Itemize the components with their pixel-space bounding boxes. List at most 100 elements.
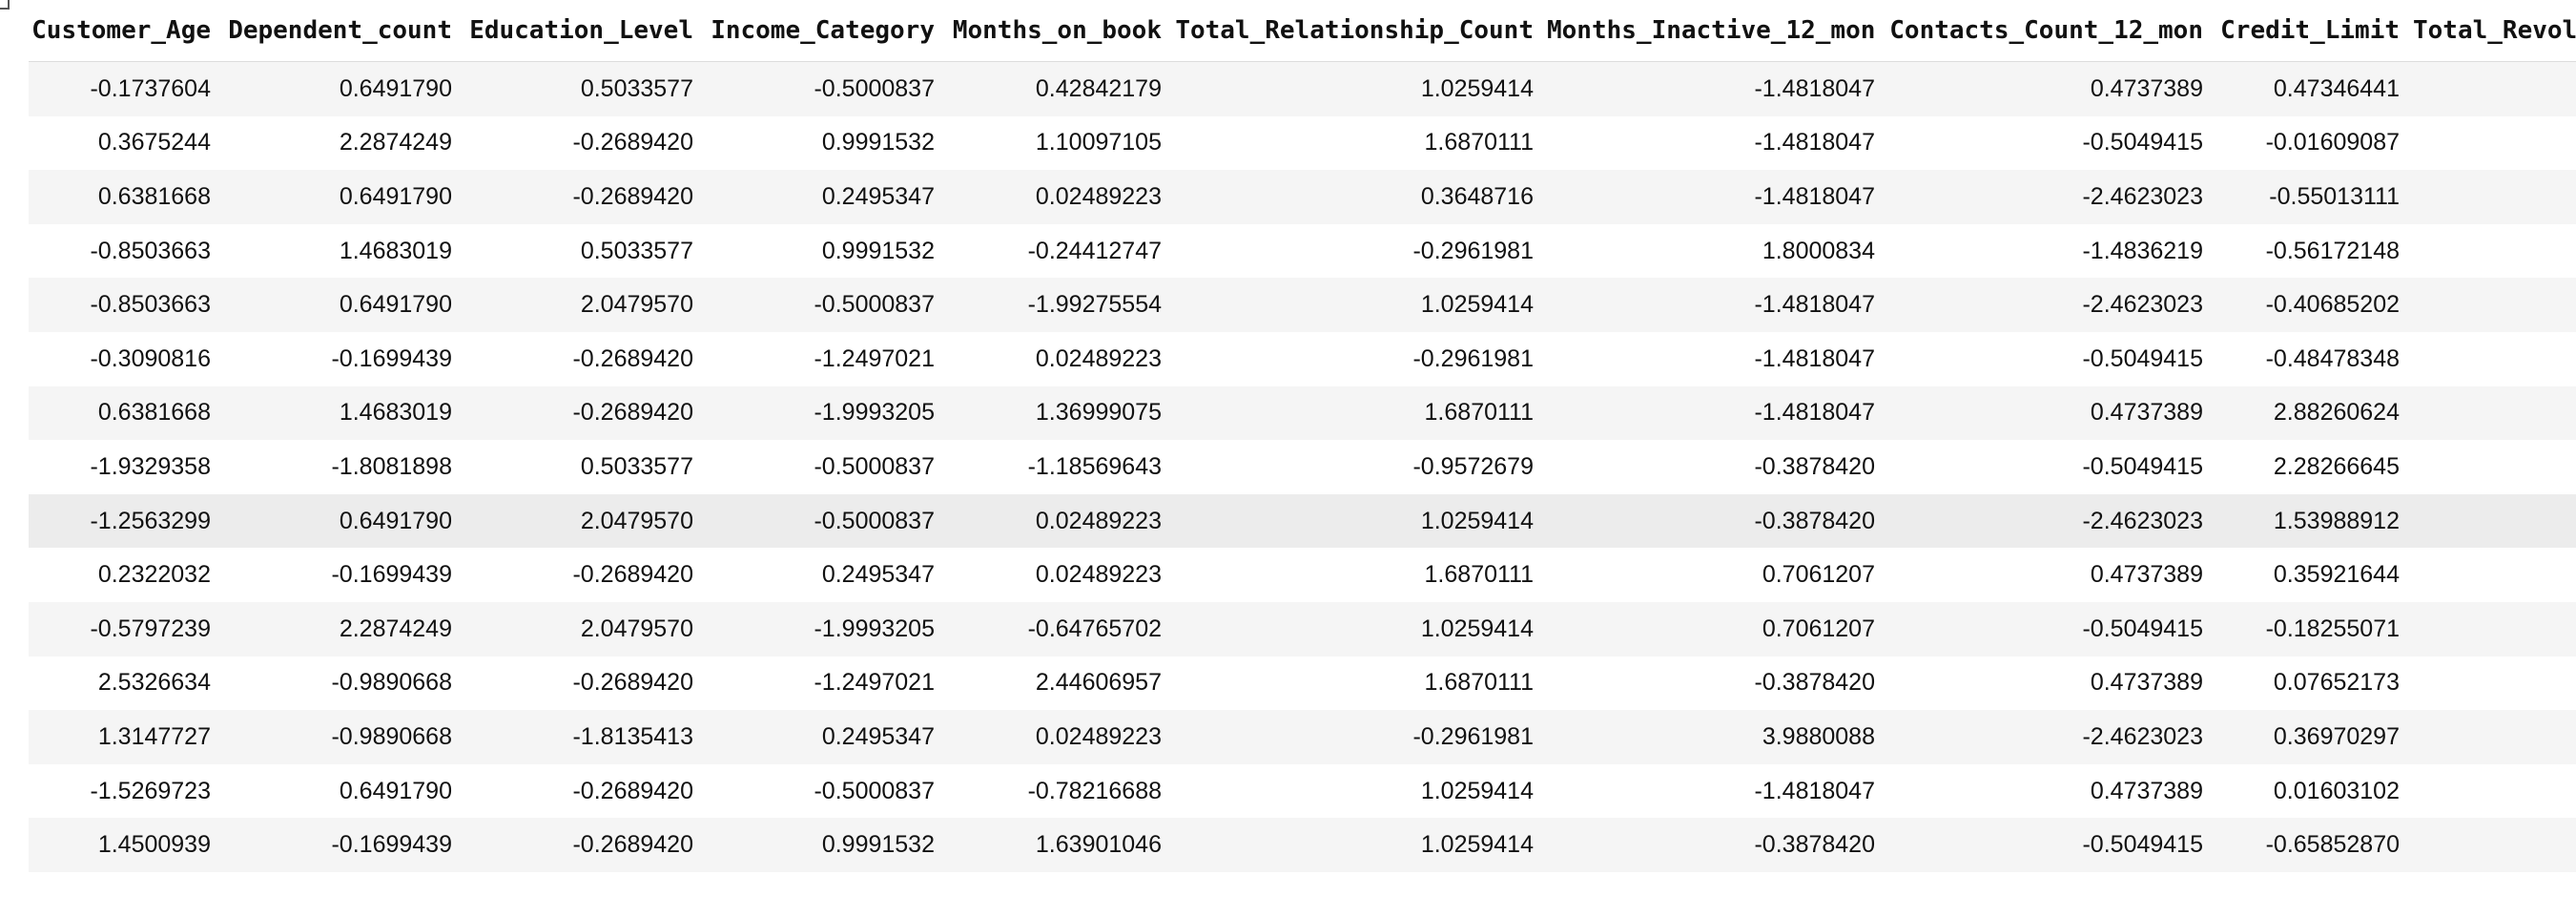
table-cell: 0.3675244 bbox=[29, 115, 224, 171]
table-cell: -0.5000837 bbox=[707, 763, 948, 819]
table-cell: 0.5033577 bbox=[465, 440, 707, 494]
table-cell: -1.2497021 bbox=[707, 331, 948, 386]
table-cell: -0.2689420 bbox=[465, 386, 707, 441]
table-cell: 0.42842179 bbox=[948, 61, 1175, 116]
table-cell: 0.4737389 bbox=[1888, 386, 2216, 441]
table-cell-clipped bbox=[2413, 601, 2576, 656]
table-cell: -0.8503663 bbox=[29, 278, 224, 332]
table-cell: 3.9880088 bbox=[1547, 710, 1888, 764]
table-cell: -0.3878420 bbox=[1547, 493, 1888, 549]
table-cell: 0.2495347 bbox=[707, 548, 948, 602]
table-cell: 2.88260624 bbox=[2216, 386, 2413, 441]
table-cell: 1.0259414 bbox=[1175, 601, 1547, 656]
table-row: 2.5326634 -0.9890668 -0.2689420 -1.2497021 2… bbox=[29, 656, 2576, 711]
table-cell: -1.4818047 bbox=[1547, 115, 1888, 171]
table-cell: -0.78216688 bbox=[948, 763, 1175, 819]
table-cell: -0.18255071 bbox=[2216, 601, 2413, 656]
table-cell: -0.2689420 bbox=[465, 548, 707, 602]
table-cell: -1.2497021 bbox=[707, 656, 948, 711]
table-cell: 1.63901046 bbox=[948, 818, 1175, 872]
table-cell: -0.9572679 bbox=[1175, 440, 1547, 494]
table-cell: -2.4623023 bbox=[1888, 710, 2216, 764]
table-cell: -1.4818047 bbox=[1547, 278, 1888, 332]
table-cell: 0.4737389 bbox=[1888, 656, 2216, 711]
table-cell: -0.5049415 bbox=[1888, 818, 2216, 872]
table-cell: 0.02489223 bbox=[948, 331, 1175, 386]
table-cell: -0.56172148 bbox=[2216, 223, 2413, 279]
table-cell-clipped bbox=[2413, 386, 2576, 441]
table-cell: -0.5000837 bbox=[707, 493, 948, 549]
table-cell: -2.4623023 bbox=[1888, 170, 2216, 224]
table-cell: -0.48478348 bbox=[2216, 331, 2413, 386]
table-row: 1.3147727 -0.9890668 -1.8135413 0.2495347 0.… bbox=[29, 710, 2576, 764]
table-cell: 1.10097105 bbox=[948, 115, 1175, 171]
table-cell: 0.07652173 bbox=[2216, 656, 2413, 711]
table-body: -0.1737604 0.6491790 0.5033577 -0.5000837 0.… bbox=[29, 61, 2576, 872]
table-cell-clipped bbox=[2413, 710, 2576, 764]
column-header: Total_Relationship_Count bbox=[1175, 0, 1547, 62]
table-cell: -0.5797239 bbox=[29, 601, 224, 656]
table-cell: 0.9991532 bbox=[707, 818, 948, 872]
table-cell: -0.5049415 bbox=[1888, 115, 2216, 171]
table-cell: 0.2495347 bbox=[707, 710, 948, 764]
table-cell: 2.0479570 bbox=[465, 493, 707, 549]
table-cell: -0.5049415 bbox=[1888, 601, 2216, 656]
table-cell-clipped bbox=[2413, 656, 2576, 711]
table-cell: -0.2961981 bbox=[1175, 710, 1547, 764]
table-cell: -0.40685202 bbox=[2216, 278, 2413, 332]
table-cell: -0.5049415 bbox=[1888, 331, 2216, 386]
table-row: -0.8503663 1.4683019 0.5033577 0.9991532 -0.… bbox=[29, 223, 2576, 279]
table-cell: 1.0259414 bbox=[1175, 493, 1547, 549]
table-cell: 0.2495347 bbox=[707, 170, 948, 224]
data-table: Customer_Age Dependent_count Education_Lev… bbox=[29, 0, 2576, 872]
table-cell: 0.9991532 bbox=[707, 223, 948, 279]
table-cell: 1.6870111 bbox=[1175, 115, 1547, 171]
table-cell: 0.6381668 bbox=[29, 170, 224, 224]
table-cell: -0.9890668 bbox=[224, 710, 465, 764]
table-row: 0.6381668 1.4683019 -0.2689420 -1.9993205 1.… bbox=[29, 386, 2576, 441]
table-cell: 2.5326634 bbox=[29, 656, 224, 711]
table-cell: 0.5033577 bbox=[465, 61, 707, 116]
table-cell: 1.0259414 bbox=[1175, 763, 1547, 819]
table-cell: -1.9993205 bbox=[707, 386, 948, 441]
table-cell: 0.35921644 bbox=[2216, 548, 2413, 602]
table-cell: -0.65852870 bbox=[2216, 818, 2413, 872]
table-row: 0.6381668 0.6491790 -0.2689420 0.2495347 0.0… bbox=[29, 170, 2576, 224]
column-header: Dependent_count bbox=[224, 0, 465, 62]
table-cell: 0.47346441 bbox=[2216, 61, 2413, 116]
table-cell: -1.8081898 bbox=[224, 440, 465, 494]
table-cell: 1.0259414 bbox=[1175, 61, 1547, 116]
table-cell: 0.2322032 bbox=[29, 548, 224, 602]
column-header: Credit_Limit bbox=[2216, 0, 2413, 62]
table-row: -0.1737604 0.6491790 0.5033577 -0.5000837 0.… bbox=[29, 61, 2576, 116]
table-cell-clipped bbox=[2413, 493, 2576, 549]
table-cell-clipped bbox=[2413, 331, 2576, 386]
table-cell: -0.3878420 bbox=[1547, 818, 1888, 872]
table-cell: -0.64765702 bbox=[948, 601, 1175, 656]
table-cell: -0.24412747 bbox=[948, 223, 1175, 279]
table-cell: -0.9890668 bbox=[224, 656, 465, 711]
table-cell: -0.8503663 bbox=[29, 223, 224, 279]
table-cell: 0.6491790 bbox=[224, 763, 465, 819]
table-row: -1.2563299 0.6491790 2.0479570 -0.5000837 0.… bbox=[29, 493, 2576, 549]
table-cell: -1.4836219 bbox=[1888, 223, 2216, 279]
table-cell: 1.8000834 bbox=[1547, 223, 1888, 279]
table-cell-clipped bbox=[2413, 440, 2576, 494]
table-cell: 0.6491790 bbox=[224, 278, 465, 332]
table-cell: -0.01609087 bbox=[2216, 115, 2413, 171]
table-cell-clipped bbox=[2413, 223, 2576, 279]
table-cell: -1.9993205 bbox=[707, 601, 948, 656]
table-cell: 0.7061207 bbox=[1547, 548, 1888, 602]
table-row: 0.3675244 2.2874249 -0.2689420 0.9991532 1.1… bbox=[29, 115, 2576, 171]
table-cell-clipped bbox=[2413, 61, 2576, 116]
table-cell: -0.3878420 bbox=[1547, 440, 1888, 494]
column-header: Customer_Age bbox=[29, 0, 224, 62]
table-cell: -1.5269723 bbox=[29, 763, 224, 819]
column-header: Months_Inactive_12_mon bbox=[1547, 0, 1888, 62]
table-cell: 0.01603102 bbox=[2216, 763, 2413, 819]
column-header: Education_Level bbox=[465, 0, 707, 62]
table-cell: -0.55013111 bbox=[2216, 170, 2413, 224]
table-cell: 0.5033577 bbox=[465, 223, 707, 279]
table-cell: 0.02489223 bbox=[948, 170, 1175, 224]
table-cell: 0.6381668 bbox=[29, 386, 224, 441]
